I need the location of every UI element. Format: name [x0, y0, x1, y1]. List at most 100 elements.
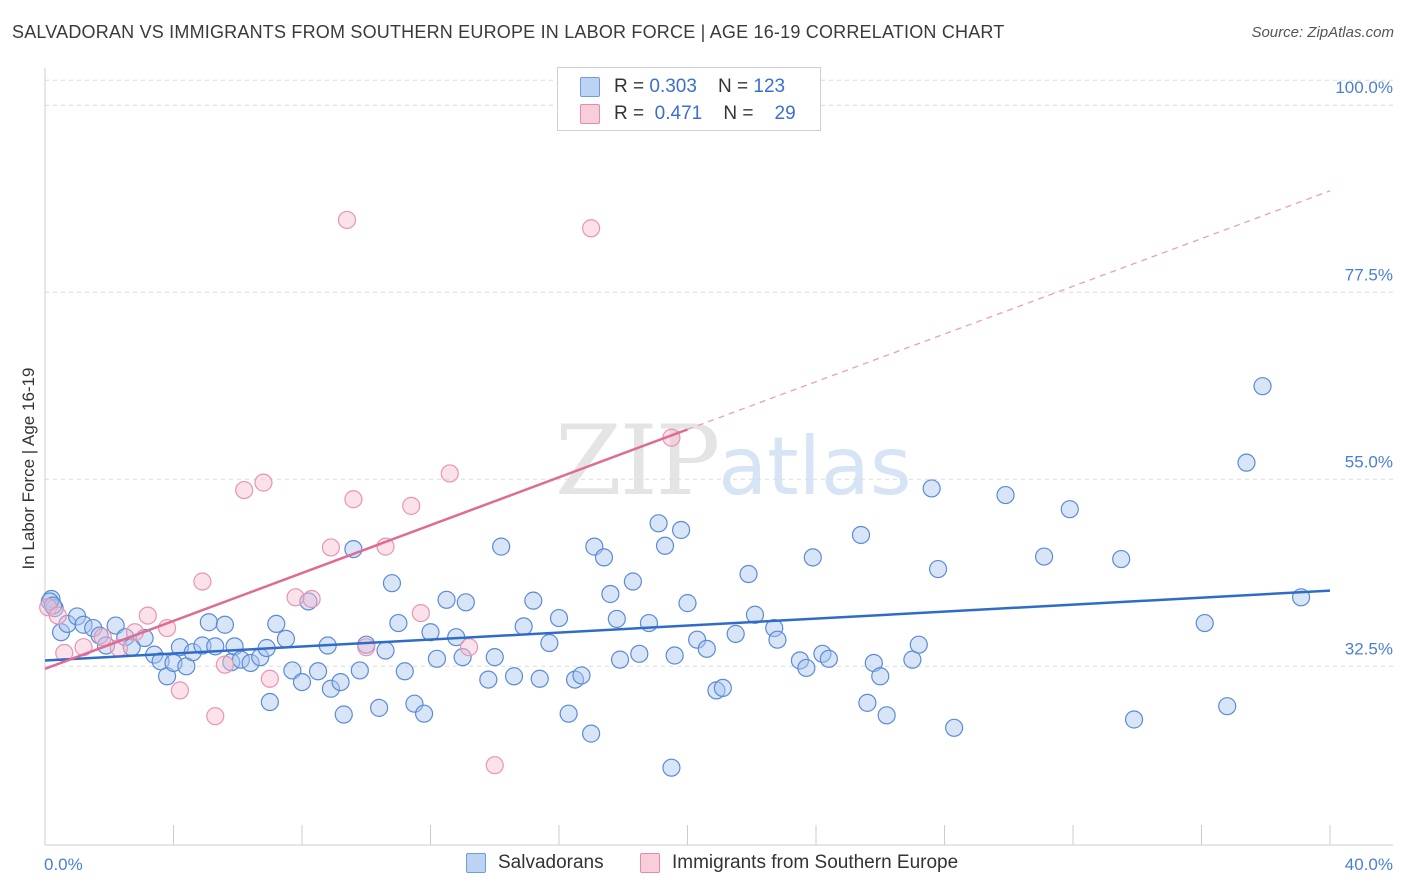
data-point-salvadorans [671, 520, 691, 540]
legend-r-label-1: R = [614, 76, 650, 97]
data-point-salvadorans [623, 572, 642, 591]
data-point-salvadorans [524, 591, 543, 610]
legend-n-value-2: 29 [774, 103, 796, 124]
watermark-atlas: atlas [718, 420, 912, 513]
legend-label-salvadorans: Salvadorans [498, 852, 604, 873]
data-point-salvadorans [84, 618, 103, 638]
data-point-salvadorans [276, 629, 296, 648]
data-point-salvadorans [530, 669, 549, 688]
data-point-southern-europe [254, 473, 273, 492]
y-tick-label: 32.5% [1345, 639, 1393, 658]
data-point-southern-europe [138, 606, 157, 625]
data-point-salvadorans [819, 649, 838, 668]
legend-n-label-2: N = [723, 103, 759, 124]
data-point-salvadorans [405, 694, 424, 713]
chart-title: SALVADORAN VS IMMIGRANTS FROM SOUTHERN E… [12, 22, 1005, 42]
legend-swatch-salvadorans [466, 853, 486, 873]
data-point-salvadorans [697, 639, 716, 658]
y-axis-label: In Labor Force | Age 16-19 [19, 368, 38, 570]
data-point-salvadorans [549, 608, 569, 628]
data-point-salvadorans [370, 698, 389, 717]
data-point-salvadorans [504, 667, 524, 686]
legend-text-1: R = 0.303 N = 123 [614, 76, 785, 98]
watermark: ZIPatlas [555, 405, 912, 517]
data-point-salvadorans [745, 605, 765, 624]
data-point-salvadorans [922, 479, 941, 498]
data-point-southern-europe [286, 588, 305, 607]
series-salvadorans [40, 377, 1311, 777]
data-point-southern-europe [260, 669, 279, 688]
data-point-salvadorans [803, 548, 822, 567]
data-point-salvadorans [582, 724, 601, 743]
data-point-salvadorans [1112, 549, 1131, 569]
trend-line-salvadorans [44, 589, 1331, 662]
data-point-salvadorans [928, 559, 948, 579]
data-point-salvadorans [540, 633, 559, 653]
data-point-salvadorans [292, 672, 312, 692]
data-point-salvadorans [1253, 377, 1272, 396]
data-point-salvadorans [559, 704, 578, 723]
data-point-southern-europe [337, 210, 357, 230]
data-point-salvadorans [308, 662, 328, 681]
data-point-southern-europe [321, 538, 341, 557]
data-point-salvadorans [909, 635, 928, 654]
data-point-salvadorans [382, 574, 402, 593]
data-point-salvadorans [260, 692, 279, 712]
y-tick-label: 77.5% [1345, 265, 1393, 284]
data-point-salvadorans [485, 648, 504, 667]
data-point-salvadorans [215, 615, 234, 634]
data-point-salvadorans [630, 644, 649, 663]
legend-r-label-2: R = [614, 103, 650, 124]
data-point-salvadorans [321, 679, 341, 698]
data-point-salvadorans [713, 678, 732, 698]
data-point-salvadorans [1034, 547, 1054, 566]
legend-swatch-southern-europe [640, 853, 660, 873]
axes [44, 68, 1393, 846]
data-point-salvadorans [267, 614, 286, 634]
data-point-salvadorans [514, 617, 533, 636]
series-southern-europe [39, 210, 681, 775]
data-point-salvadorans [797, 658, 816, 678]
data-point-salvadorans [662, 758, 681, 777]
data-point-salvadorans [851, 525, 871, 545]
data-point-salvadorans [106, 616, 125, 635]
data-point-salvadorans [768, 630, 787, 649]
watermark-zip: ZIP [555, 405, 720, 517]
trend-line-southern-europe [44, 428, 688, 670]
data-point-salvadorans [193, 636, 212, 655]
data-point-salvadorans [414, 704, 434, 723]
data-point-salvadorans [1060, 500, 1079, 519]
data-point-salvadorans [655, 536, 675, 555]
data-point-salvadorans [1195, 613, 1214, 633]
data-point-salvadorans [996, 485, 1015, 505]
data-point-southern-europe [344, 490, 363, 509]
data-point-southern-europe [302, 589, 321, 609]
data-point-salvadorans [437, 590, 456, 609]
data-point-salvadorans [688, 630, 707, 649]
data-point-salvadorans [492, 537, 511, 556]
data-point-southern-europe [235, 480, 254, 500]
data-point-salvadorans [1124, 710, 1144, 729]
data-point-salvadorans [739, 564, 758, 584]
legend-r-value-1: 0.303 [649, 76, 697, 97]
data-point-salvadorans [479, 670, 498, 689]
data-point-salvadorans [594, 548, 614, 567]
data-point-salvadorans [572, 666, 591, 685]
data-point-salvadorans [90, 626, 109, 645]
data-point-southern-europe [582, 219, 601, 238]
data-point-salvadorans [199, 613, 218, 632]
data-point-salvadorans [665, 646, 684, 665]
data-point-southern-europe [206, 707, 225, 726]
data-point-southern-europe [459, 638, 479, 657]
data-point-salvadorans [334, 705, 353, 724]
data-point-southern-europe [48, 606, 67, 625]
data-point-salvadorans [601, 584, 620, 604]
data-point-salvadorans [610, 650, 630, 669]
data-point-salvadorans [456, 593, 475, 612]
legend-r-value-2: 0.471 [654, 103, 703, 124]
trend-line-southern-europe-extended [687, 190, 1331, 431]
data-point-salvadorans [1218, 697, 1237, 716]
trend-lines [44, 190, 1331, 670]
data-point-salvadorans [945, 718, 964, 737]
